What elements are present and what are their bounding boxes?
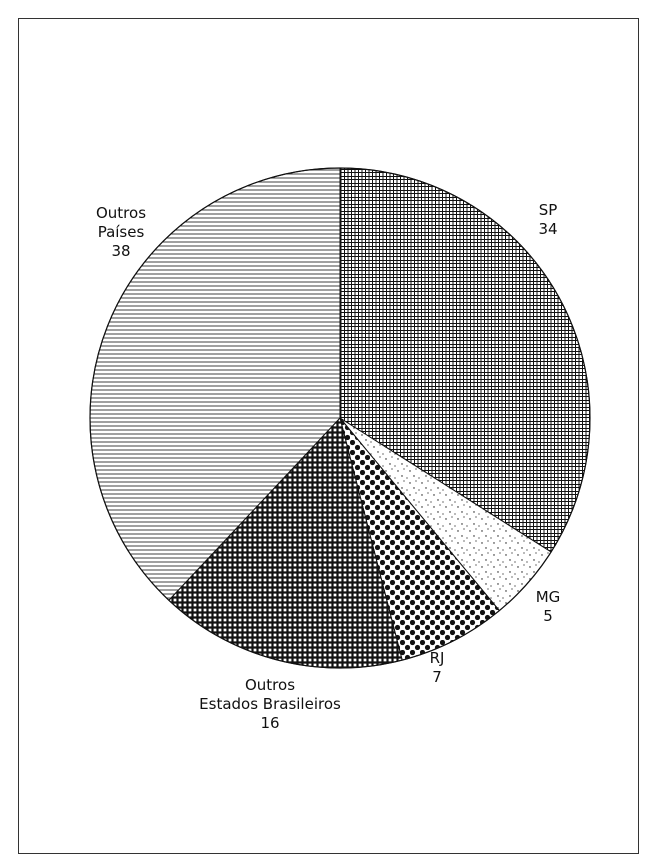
pie-label-rj-name: RJ — [430, 649, 445, 667]
pie-label-oeb-value: 16 — [260, 714, 279, 732]
pie-label-sp-name: SP — [539, 201, 558, 219]
pie-label-op-name: Países — [98, 223, 145, 241]
pie-label-sp: SP 34 — [538, 201, 557, 238]
pie-label-mg-name: MG — [536, 588, 561, 606]
pie-label-sp-value: 34 — [538, 220, 557, 238]
pie-label-oeb-name: Estados Brasileiros — [199, 695, 341, 713]
pie-label-op: Outros Países 38 — [96, 204, 146, 260]
pie-label-op-value: 38 — [111, 242, 130, 260]
pie-label-mg-value: 5 — [543, 607, 553, 625]
pie-label-oeb: Outros Estados Brasileiros 16 — [199, 676, 341, 732]
pie-label-op-name: Outros — [96, 204, 146, 222]
pie-label-rj: RJ 7 — [430, 649, 445, 686]
pie-label-rj-value: 7 — [432, 668, 442, 686]
pie-label-mg: MG 5 — [536, 588, 561, 625]
pie-outline — [89, 167, 591, 669]
pie-label-oeb-name: Outros — [245, 676, 295, 694]
pie-slices — [89, 167, 591, 669]
